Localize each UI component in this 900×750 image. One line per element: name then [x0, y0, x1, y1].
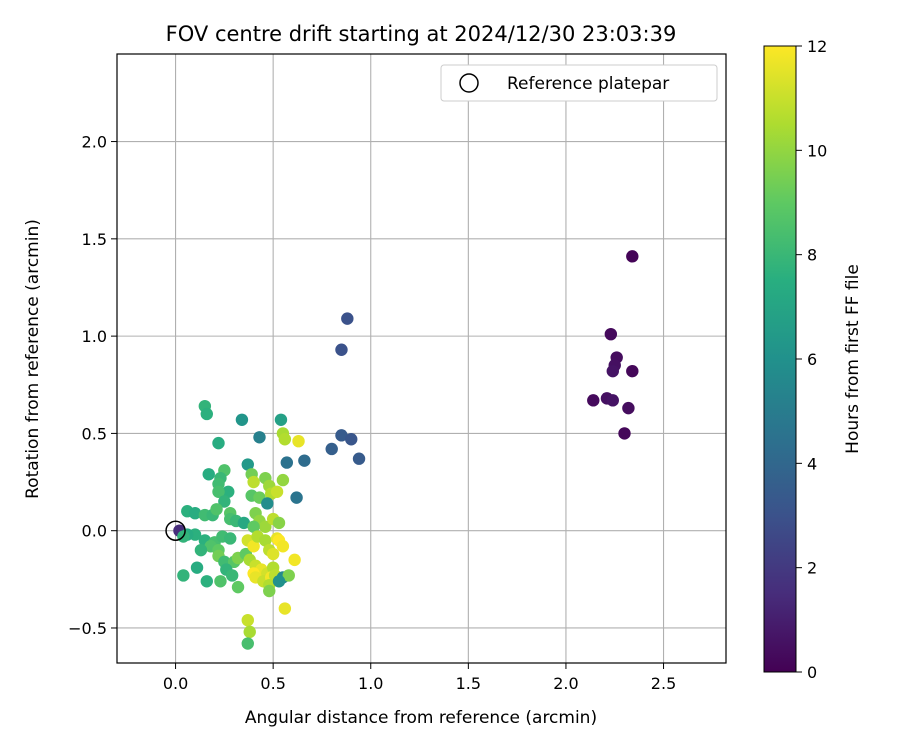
data-point [606, 364, 619, 378]
x-tick-label: 0.5 [260, 674, 285, 693]
data-points [173, 250, 639, 650]
data-point [335, 429, 348, 442]
data-point [272, 516, 286, 530]
data-point [237, 516, 251, 530]
data-point [231, 580, 245, 594]
plot-frame [116, 53, 727, 664]
data-point [212, 485, 225, 498]
y-tick-label: 1.0 [82, 327, 107, 346]
legend-entry-reference-platepar: Reference platepar [507, 74, 669, 94]
data-point [259, 520, 272, 534]
data-point [247, 520, 260, 534]
data-point [618, 427, 631, 440]
colorbar-tick-label: 10 [807, 141, 827, 160]
x-tick-label: 0.0 [163, 674, 188, 693]
data-point [190, 561, 204, 574]
data-point [341, 312, 354, 325]
x-tick-label: 2.0 [553, 674, 578, 693]
data-point [278, 433, 292, 446]
colorbar-gradient [763, 45, 797, 673]
data-point [218, 495, 231, 508]
data-point [253, 431, 266, 444]
y-axis-label: Rotation from reference (arcmin) [23, 219, 43, 499]
data-point [278, 602, 292, 615]
data-point [202, 468, 215, 481]
data-point [274, 413, 288, 426]
data-point [259, 534, 272, 547]
data-point [626, 364, 639, 378]
data-point [243, 625, 256, 639]
data-point [272, 575, 286, 588]
data-point [606, 394, 619, 407]
y-tick-label: 0.0 [82, 522, 107, 541]
data-point [188, 506, 202, 520]
colorbar-tick-label: 4 [807, 454, 817, 473]
data-point [247, 540, 260, 553]
colorbar-tick-label: 2 [807, 559, 817, 578]
data-point [604, 327, 618, 341]
colorbar: 0 2 4 6 8 10 12 Hours from first FF file [763, 37, 863, 682]
reference-point-marker [165, 520, 186, 541]
data-point [345, 433, 358, 446]
data-point [280, 456, 294, 469]
colorbar-tick-label: 8 [807, 246, 817, 265]
x-tick-label: 1.0 [358, 674, 383, 693]
y-tick-label: 0.5 [82, 424, 107, 443]
colorbar-tick-label: 0 [807, 663, 817, 682]
data-point [261, 497, 274, 510]
data-point [224, 532, 237, 545]
x-axis-label: Angular distance from reference (arcmin) [245, 708, 597, 728]
data-point [247, 475, 260, 489]
data-point [292, 434, 305, 448]
data-point [325, 442, 338, 456]
data-point [235, 413, 249, 426]
x-tick-label: 2.5 [651, 674, 676, 693]
data-point [241, 613, 254, 627]
chart-title: FOV centre drift starting at 2024/12/30 … [166, 22, 677, 46]
data-point [288, 553, 301, 567]
data-point [194, 543, 208, 557]
y-tick-label: 2.0 [82, 133, 107, 152]
colorbar-label: Hours from first FF file [843, 264, 863, 454]
colorbar-tick-label: 12 [807, 37, 827, 56]
data-point [200, 575, 213, 588]
legend-box [440, 64, 718, 102]
data-point [335, 343, 348, 356]
data-point [290, 491, 303, 504]
y-tick-label: −0.5 [68, 619, 107, 638]
data-point [212, 436, 225, 450]
data-point [263, 584, 276, 598]
legend: Reference platepar [440, 64, 718, 102]
data-point [225, 569, 239, 582]
data-point [298, 454, 311, 467]
data-point [241, 637, 254, 650]
data-point [214, 575, 227, 588]
data-point [177, 569, 190, 582]
data-point [270, 485, 284, 498]
data-point [276, 473, 290, 487]
data-point [276, 540, 290, 553]
data-point [587, 394, 600, 407]
data-point [352, 452, 366, 465]
data-point [622, 401, 635, 415]
data-point [210, 503, 223, 516]
data-point [200, 407, 213, 421]
reference-marker [165, 520, 186, 541]
data-point [282, 569, 295, 582]
data-point [241, 458, 254, 471]
colorbar-tick-label: 6 [807, 350, 817, 369]
data-point [222, 485, 235, 498]
legend-marker [459, 73, 479, 93]
x-tick-label: 1.5 [456, 674, 481, 693]
grid [117, 54, 726, 663]
y-axis-ticks: −0.5 0.0 0.5 1.0 1.5 2.0 [68, 133, 117, 638]
colorbar-ticks: 0 2 4 6 8 10 12 [796, 37, 827, 682]
y-tick-label: 1.5 [82, 230, 107, 249]
data-point [266, 547, 280, 561]
data-point [626, 250, 639, 263]
x-axis-ticks: 0.0 0.5 1.0 1.5 2.0 2.5 [163, 663, 676, 693]
